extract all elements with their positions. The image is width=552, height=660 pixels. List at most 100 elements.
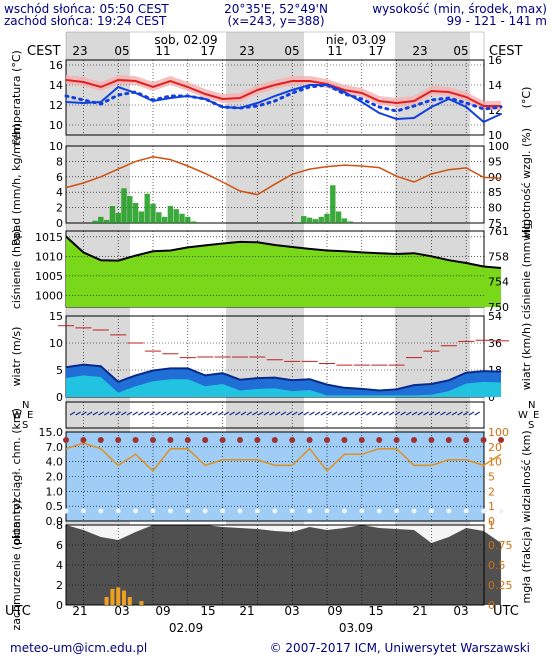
wind-direction-arrow (366, 411, 372, 416)
y2-tick-label: 754 (488, 276, 509, 289)
y-tick-label: 0 (56, 391, 63, 404)
compass-n-r: N (528, 400, 535, 411)
y-axis-label: zachmurzenie (oktanty) (10, 499, 23, 630)
y2-tick-label: 0 (488, 515, 495, 528)
wind-direction-arrow (394, 411, 401, 416)
compass-e: E (27, 410, 33, 421)
y2-tick-label: 0.5 (488, 559, 506, 572)
cloud-top-dot (115, 437, 122, 443)
cloud-top-dot (498, 437, 504, 443)
precip-bar (115, 212, 121, 223)
top-hour-label: 17 (200, 44, 215, 58)
fog-bar (122, 590, 126, 605)
compass-s: S (22, 420, 28, 431)
footer-copyright: © 2007-2017 ICM, Uniwersytet Warszawski (270, 641, 530, 655)
wind-direction-arrow (109, 411, 116, 416)
precip-bar (295, 222, 301, 223)
cloud-top-dot (411, 437, 417, 443)
cloud-base-dot (185, 508, 191, 514)
y2-tick-label: 95 (488, 155, 502, 168)
wind-direction-arrow (229, 411, 235, 416)
cloud-base-dot (498, 508, 504, 514)
precip-bar (312, 219, 319, 223)
wind-direction-arrow (428, 411, 435, 416)
precip-bar (301, 216, 307, 223)
day-label-bottom-2: 03.09 (339, 621, 373, 635)
y2-tick-label: 85 (488, 186, 502, 199)
y2-tick-label: 0 (488, 391, 495, 404)
cloud-top-dot (202, 437, 209, 443)
cloud-top-dot (184, 437, 191, 443)
wind-direction-arrow (69, 411, 76, 416)
wind-direction-arrow (183, 411, 190, 416)
elevation-values: 99 - 121 - 141 m (447, 14, 548, 28)
y2-tick-label: 5 (488, 471, 495, 484)
cloud-top-dot (132, 437, 139, 443)
cloud-base-dot (481, 508, 487, 514)
precip-bar (144, 193, 150, 223)
y2-tick-label: 80 (488, 202, 502, 215)
precip-bar (179, 213, 185, 223)
wind-direction-arrow (160, 411, 167, 416)
y2-tick-label: 1 (488, 519, 495, 532)
precip-bar (341, 218, 348, 223)
wind-direction-arrow (445, 411, 452, 416)
wind-direction-arrow (320, 411, 327, 416)
humidity-line (65, 156, 502, 196)
wind-direction-arrow (360, 411, 367, 416)
y-tick-label: 10 (49, 119, 63, 132)
cloud-top-dot (341, 437, 348, 443)
bottom-hour-label: 21 (239, 604, 254, 618)
cloud-top-dot (289, 437, 296, 443)
compass-w-r: W (518, 410, 528, 421)
top-hour-label: 23 (412, 44, 427, 58)
tz-top-left: CEST (27, 44, 61, 59)
y2-tick-label: 761 (488, 225, 509, 238)
cloud-base-dot (446, 508, 452, 514)
y-tick-label: 6 (56, 539, 63, 552)
y-tick-label: 10 (49, 140, 63, 153)
wind-direction-arrow (217, 411, 224, 416)
precip-bar (185, 216, 191, 223)
cloud-top-dot (97, 437, 104, 443)
wind-direction-arrow (326, 411, 332, 416)
grid-text: (x=243, y=388) (227, 14, 324, 28)
wind-direction-arrow (331, 411, 338, 416)
cloud-base-dot (237, 508, 243, 514)
wind-direction-arrow (263, 411, 270, 416)
wind-direction-arrow (92, 411, 99, 416)
cloud-base-dot (428, 508, 434, 514)
y-axis-label: temperatura (°C) (10, 50, 23, 145)
wind-direction-arrow (103, 411, 110, 416)
footer-email[interactable]: meteo-um@icm.edu.pl (10, 641, 147, 655)
cloud-base-dot (359, 508, 365, 514)
y2-tick-label: 10 (488, 129, 502, 142)
y-tick-label: 1015 (35, 231, 63, 244)
y2-tick-label: 20 (488, 441, 502, 454)
y2-axis-label: widzialność (km) (520, 430, 533, 522)
y-tick-label: 1005 (35, 270, 63, 283)
y2-tick-label: 75 (488, 217, 502, 230)
day-label-bottom-1: 02.09 (169, 621, 203, 635)
wind-direction-arrow (126, 411, 133, 416)
wind-direction-arrow (195, 411, 201, 416)
precip-bar (156, 212, 162, 223)
wind-direction-arrow (411, 411, 418, 416)
footer: meteo-um@icm.edu.pl © 2007-2017 ICM, Uni… (10, 641, 530, 655)
cloud-top-dot (150, 437, 156, 443)
header: wschód słońca: 05:50 CEST zachód słońca:… (4, 2, 547, 28)
top-hour-label: 05 (114, 44, 129, 58)
wind-direction-arrow (423, 411, 429, 416)
cloud-base-dot (202, 508, 208, 514)
top-hour-label: 11 (327, 44, 342, 58)
panel-frame (65, 145, 485, 224)
cloud-base-dot (289, 508, 295, 514)
y-tick-label: 5 (56, 364, 63, 377)
wind-direction-arrow (138, 411, 144, 416)
precip-bar (98, 216, 104, 223)
wind-direction-arrow (166, 411, 173, 416)
y2-tick-label: 36 (488, 337, 502, 350)
y2-tick-label: 2 (488, 485, 495, 498)
cloud-top-dot (428, 437, 435, 443)
